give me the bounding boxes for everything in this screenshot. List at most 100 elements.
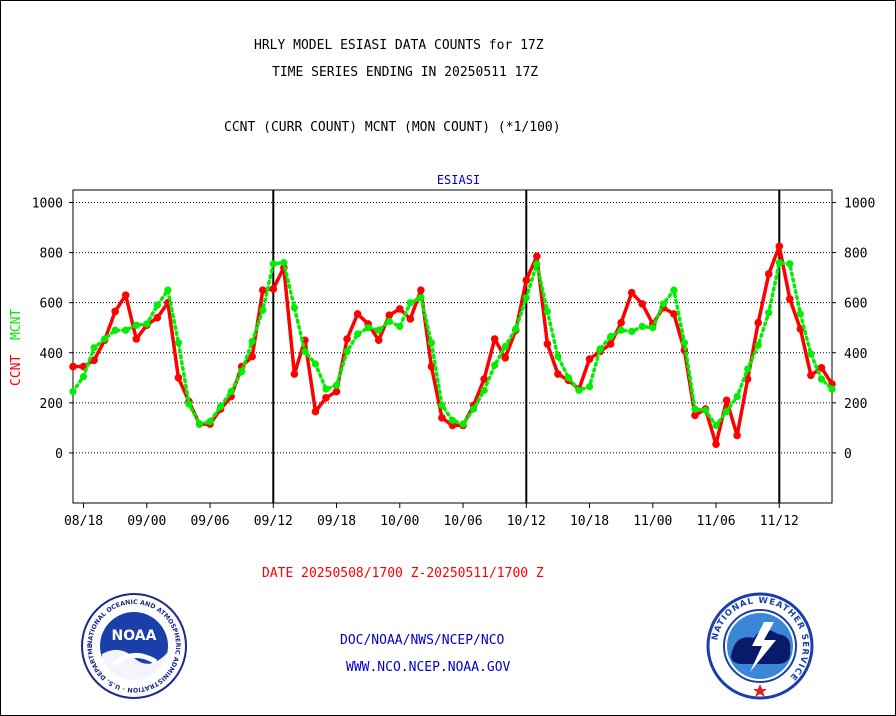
- org-label: DOC/NOAA/NWS/NCEP/NCO: [340, 633, 505, 648]
- mcnt-point: [280, 259, 288, 267]
- mcnt-point: [469, 405, 478, 413]
- ccnt-point: [132, 335, 141, 343]
- mcnt-point: [617, 326, 625, 334]
- mcnt-point: [406, 299, 414, 307]
- figure-title-line-2: TIME SERIES ENDING IN 20250511 17Z: [272, 65, 539, 80]
- ccnt-point: [353, 310, 362, 318]
- ccnt-point: [807, 371, 815, 380]
- ccnt-point: [248, 352, 257, 361]
- mcnt-point: [375, 326, 383, 334]
- ccnt-point: [69, 362, 77, 371]
- ccnt-point: [417, 286, 425, 294]
- mcnt-point: [90, 344, 98, 352]
- ccnt-point: [617, 318, 625, 327]
- mcnt-point: [332, 381, 341, 389]
- ccnt-point: [606, 340, 615, 348]
- ccnt-point: [722, 396, 731, 405]
- mcnt-point: [122, 326, 130, 334]
- mcnt-point: [828, 385, 836, 393]
- mcnt-point: [607, 332, 615, 341]
- ccnt-point: [269, 285, 278, 293]
- mcnt-point: [733, 392, 741, 401]
- mcnt-point: [238, 367, 246, 376]
- y-axis-label-ccnt: CCNT: [9, 355, 24, 386]
- mcnt-point: [701, 406, 710, 414]
- y-tick-label-right: 0: [844, 447, 852, 462]
- y-tick-label-right: 1000: [844, 197, 875, 212]
- y-tick-label-right: 400: [844, 347, 867, 362]
- mcnt-point: [153, 301, 161, 309]
- mcnt-point: [448, 416, 457, 424]
- ccnt-point: [501, 353, 510, 362]
- y-tick-label-right: 200: [844, 397, 867, 412]
- date-range-label: DATE 20250508/1700 Z-20250511/1700 Z: [262, 566, 544, 581]
- mcnt-point: [174, 339, 183, 347]
- mcnt-point: [343, 347, 351, 356]
- mcnt-point: [480, 386, 488, 394]
- mcnt-point: [585, 382, 594, 391]
- ccnt-point: [733, 431, 741, 440]
- mcnt-point: [775, 259, 783, 267]
- mcnt-point: [670, 286, 678, 294]
- mcnt-point: [322, 385, 330, 393]
- mcnt-point: [680, 339, 689, 347]
- y-tick-label-left: 600: [40, 297, 63, 312]
- mcnt-point: [206, 418, 214, 426]
- mcnt-point: [649, 324, 657, 332]
- x-tick-label: 11/00: [633, 514, 672, 529]
- mcnt-point: [132, 321, 140, 329]
- x-tick-label: 11/06: [696, 514, 735, 529]
- ccnt-point: [322, 394, 330, 402]
- mcnt-point: [185, 400, 193, 408]
- x-tick-label: 09/18: [317, 514, 356, 529]
- y-tick-label-left: 0: [55, 447, 63, 462]
- mcnt-point: [69, 387, 77, 396]
- mcnt-point: [79, 372, 88, 381]
- ccnt-point: [374, 336, 383, 345]
- mcnt-point: [744, 365, 752, 373]
- mcnt-point: [659, 300, 667, 308]
- noaa-logo-text: NOAA: [112, 628, 157, 644]
- star-icon: [753, 684, 767, 697]
- mcnt-point: [638, 322, 646, 331]
- mcnt-point: [522, 294, 530, 302]
- x-tick-label: 10/18: [570, 514, 609, 529]
- ccnt-point: [427, 362, 436, 371]
- ccnt-point: [480, 375, 488, 383]
- mcnt-point: [227, 387, 235, 396]
- x-tick-label: 08/18: [64, 514, 103, 529]
- mcnt-point: [438, 401, 446, 409]
- ccnt-point: [438, 414, 446, 422]
- x-tick-label: 09/06: [190, 514, 229, 529]
- x-tick-label: 10/06: [443, 514, 482, 529]
- mcnt-point: [533, 260, 541, 268]
- ccnt-point: [670, 310, 678, 318]
- ccnt-point: [174, 374, 183, 382]
- mcnt-point: [754, 341, 762, 349]
- mcnt-point: [491, 361, 499, 369]
- plot-frame: [72, 189, 833, 504]
- ccnt-point: [121, 291, 130, 299]
- mcnt-point: [311, 360, 320, 368]
- mcnt-point: [691, 405, 699, 413]
- mcnt-point: [512, 325, 520, 333]
- mcnt-point: [501, 342, 509, 351]
- ccnt-point: [111, 307, 119, 316]
- ccnt-point: [258, 286, 267, 294]
- x-tick-label: 09/12: [254, 514, 293, 529]
- figure-title: HRLY MODEL ESIASI DATA COUNTS for 17Z: [254, 38, 544, 53]
- mcnt-point: [427, 339, 436, 347]
- mcnt-point: [807, 350, 815, 358]
- ccnt-point: [395, 305, 404, 313]
- mcnt-point: [164, 286, 172, 294]
- ccnt-point: [585, 355, 594, 363]
- mcnt-point: [796, 310, 804, 318]
- mcnt-point: [290, 304, 298, 312]
- y-tick-label-left: 400: [40, 347, 63, 362]
- y-tick-label-left: 1000: [32, 197, 63, 212]
- ccnt-point: [153, 313, 162, 322]
- website-link[interactable]: WWW.NCO.NCEP.NOAA.GOV: [346, 660, 511, 675]
- ccnt-point: [743, 375, 752, 383]
- x-tick-label: 09/00: [127, 514, 166, 529]
- mcnt-point: [364, 324, 372, 332]
